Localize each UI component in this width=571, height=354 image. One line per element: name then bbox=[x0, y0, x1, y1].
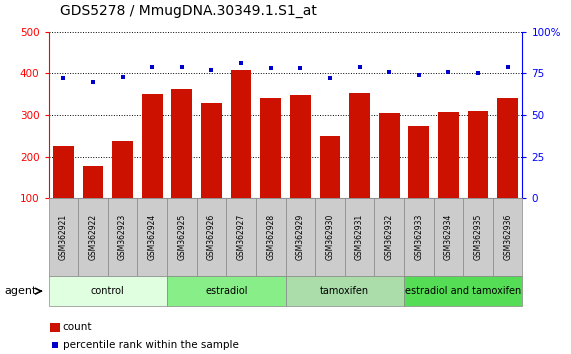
Text: GSM362923: GSM362923 bbox=[118, 214, 127, 260]
Text: GSM362934: GSM362934 bbox=[444, 214, 453, 261]
Bar bbox=[83, 166, 103, 198]
Text: GSM362928: GSM362928 bbox=[266, 214, 275, 260]
Bar bbox=[438, 112, 459, 198]
Text: GDS5278 / MmugDNA.30349.1.S1_at: GDS5278 / MmugDNA.30349.1.S1_at bbox=[60, 4, 317, 18]
Bar bbox=[171, 89, 192, 198]
Point bbox=[355, 64, 364, 70]
Text: control: control bbox=[91, 286, 124, 296]
Text: GSM362930: GSM362930 bbox=[325, 214, 335, 261]
Bar bbox=[260, 98, 281, 198]
Text: GSM362931: GSM362931 bbox=[355, 214, 364, 260]
Text: GSM362935: GSM362935 bbox=[473, 214, 482, 261]
Point bbox=[118, 74, 127, 80]
Text: tamoxifen: tamoxifen bbox=[320, 286, 369, 296]
Bar bbox=[231, 70, 251, 198]
Bar bbox=[142, 94, 163, 198]
Text: estradiol: estradiol bbox=[205, 286, 247, 296]
Text: GSM362924: GSM362924 bbox=[148, 214, 156, 260]
Point bbox=[503, 64, 512, 70]
Bar bbox=[201, 103, 222, 198]
Point bbox=[59, 76, 68, 81]
Text: GSM362922: GSM362922 bbox=[89, 214, 98, 260]
Text: percentile rank within the sample: percentile rank within the sample bbox=[63, 340, 239, 350]
Bar bbox=[290, 95, 311, 198]
Point bbox=[207, 67, 216, 73]
Text: GSM362929: GSM362929 bbox=[296, 214, 305, 260]
Text: GSM362925: GSM362925 bbox=[178, 214, 186, 260]
Bar bbox=[112, 141, 133, 198]
Bar bbox=[497, 98, 518, 198]
Point bbox=[296, 65, 305, 71]
Bar bbox=[349, 93, 370, 198]
Text: GSM362932: GSM362932 bbox=[385, 214, 393, 260]
Point bbox=[325, 76, 335, 81]
Point bbox=[177, 64, 186, 70]
Bar bbox=[408, 126, 429, 198]
Text: GSM362921: GSM362921 bbox=[59, 214, 68, 260]
Point bbox=[236, 61, 246, 66]
Point bbox=[148, 64, 157, 70]
Text: estradiol and tamoxifen: estradiol and tamoxifen bbox=[405, 286, 521, 296]
Point bbox=[50, 342, 59, 348]
Point bbox=[89, 79, 98, 85]
Point bbox=[444, 69, 453, 75]
Bar bbox=[379, 113, 400, 198]
Point bbox=[414, 72, 423, 78]
Bar bbox=[53, 146, 74, 198]
Text: agent: agent bbox=[5, 286, 37, 296]
Point bbox=[473, 71, 482, 76]
Text: GSM362926: GSM362926 bbox=[207, 214, 216, 260]
Text: count: count bbox=[63, 322, 93, 332]
Bar bbox=[320, 136, 340, 198]
Point bbox=[266, 65, 275, 71]
Bar bbox=[468, 111, 488, 198]
Text: GSM362927: GSM362927 bbox=[236, 214, 246, 260]
Point bbox=[385, 69, 394, 75]
Text: GSM362936: GSM362936 bbox=[503, 214, 512, 261]
Text: GSM362933: GSM362933 bbox=[415, 214, 423, 261]
